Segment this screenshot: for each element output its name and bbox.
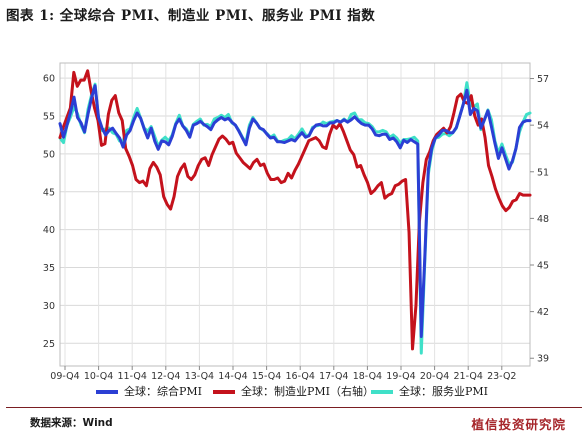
series-line-services — [58, 81, 532, 355]
line-chart: 25 30 35 40 45 50 55 60 39 42 45 48 51 54 57 09-Q4 10-… — [43, 62, 549, 380]
x-tick-label: 19-Q4 — [386, 371, 415, 380]
legend-swatch-composite — [96, 390, 118, 394]
left-tick-label: 35 — [43, 263, 55, 274]
legend-swatch-services — [371, 390, 393, 394]
left-axis-ticks: 25 30 35 40 45 50 55 60 — [43, 74, 55, 350]
x-tick-label: 13-Q4 — [185, 371, 214, 380]
x-tick-label: 23-Q2 — [487, 371, 516, 380]
source-note: 数据来源：Wind — [30, 417, 113, 429]
right-tick-label: 45 — [537, 261, 549, 272]
x-tick-label: 12-Q4 — [151, 371, 180, 380]
x-tick-label: 11-Q4 — [118, 371, 147, 380]
left-tick-label: 45 — [43, 187, 55, 198]
right-tick-label: 57 — [537, 74, 549, 85]
legend: 全球：综合PMI 全球：制造业PMI（右轴） 全球：服务业PMI — [0, 383, 586, 403]
footer-divider — [6, 407, 582, 408]
x-tick-label: 21-Q4 — [454, 371, 483, 380]
legend-item-manufacturing: 全球：制造业PMI（右轴） — [213, 383, 374, 399]
series-line-manufacturing — [58, 69, 532, 351]
legend-label-composite: 全球：综合PMI — [124, 385, 203, 398]
right-tick-label: 48 — [537, 214, 549, 225]
left-tick-label: 25 — [43, 339, 55, 350]
x-tick-label: 14-Q4 — [218, 371, 247, 380]
legend-label-services: 全球：服务业PMI — [399, 385, 489, 398]
right-tick-label: 42 — [537, 307, 549, 318]
plot-frame — [59, 62, 531, 367]
legend-swatch-manufacturing — [213, 390, 235, 394]
series-lines — [58, 69, 532, 355]
x-tick-label: 16-Q4 — [286, 371, 315, 380]
legend-item-composite: 全球：综合PMI — [96, 383, 202, 399]
chart-title: 图表 1: 全球综合 PMI、制造业 PMI、服务业 PMI 指数 — [6, 8, 376, 24]
x-tick-label: 17-Q4 — [319, 371, 348, 380]
x-tick-label: 10-Q4 — [84, 371, 113, 380]
left-tick-label: 40 — [43, 225, 55, 236]
brand-name: 植信投资研究院 — [471, 417, 566, 432]
right-tick-label: 51 — [537, 167, 549, 178]
x-tick-label: 09-Q4 — [50, 371, 79, 380]
x-tick-label: 20-Q4 — [420, 371, 449, 380]
x-tick-label: 18-Q4 — [353, 371, 382, 380]
x-axis-ticks: 09-Q4 10-Q4 11-Q4 12-Q4 13-Q4 14-Q4 15-Q4 16-Q4… — [50, 366, 516, 380]
left-tick-label: 55 — [43, 112, 55, 123]
legend-item-services: 全球：服务业PMI — [371, 383, 488, 399]
left-tick-label: 60 — [43, 74, 55, 85]
series-line-composite — [58, 84, 532, 338]
left-tick-label: 50 — [43, 149, 55, 160]
x-tick-label: 15-Q4 — [252, 371, 281, 380]
right-tick-label: 39 — [537, 354, 549, 365]
gridlines — [60, 63, 530, 366]
right-axis-ticks: 39 42 45 48 51 54 57 — [530, 74, 549, 365]
right-tick-label: 54 — [537, 121, 549, 132]
left-tick-label: 30 — [43, 301, 55, 312]
legend-label-manufacturing: 全球：制造业PMI（右轴） — [241, 385, 375, 398]
